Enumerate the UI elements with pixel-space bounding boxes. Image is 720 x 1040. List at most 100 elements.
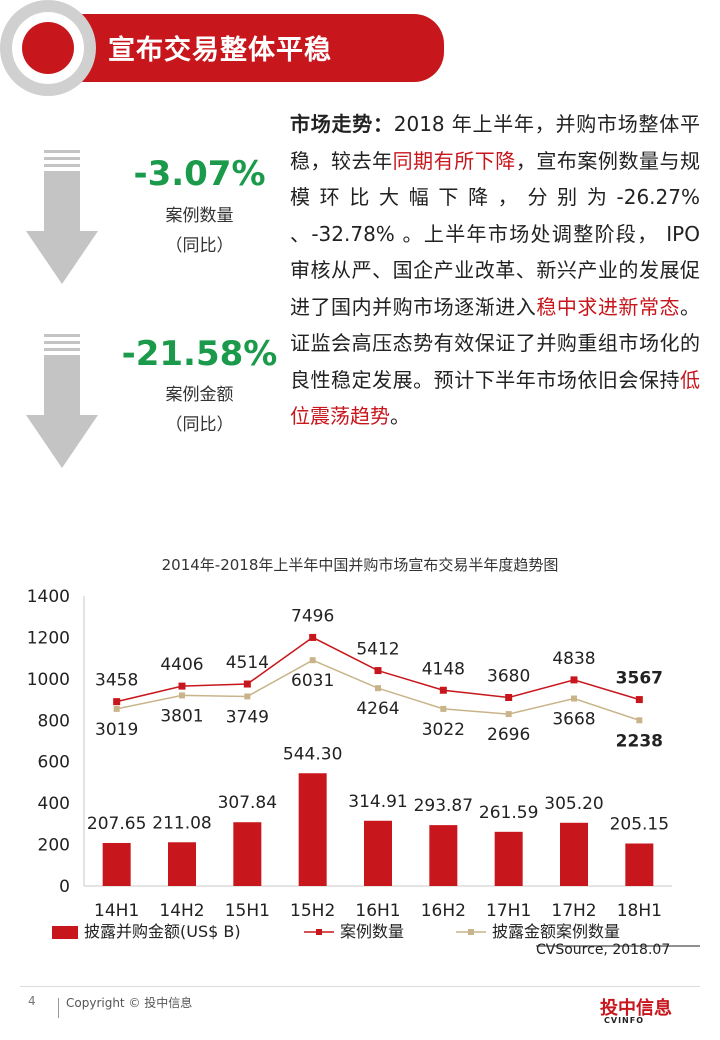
legend-amount-count-label: 披露金额案例数量 <box>492 922 620 941</box>
x-tick-label: 14H2 <box>159 901 204 921</box>
amount-case-count-point <box>179 692 185 699</box>
case-count-point <box>635 696 643 704</box>
bar-value-label: 293.87 <box>414 796 473 816</box>
case-count-label: 4406 <box>160 655 203 675</box>
amount-case-count-label: 2696 <box>487 725 530 745</box>
case-count-point <box>113 698 121 706</box>
case-amount-change: -21.58% <box>121 334 278 374</box>
chart-title: 2014年-2018年上半年中国并购市场宣布交易半年度趋势图 <box>161 556 559 574</box>
amount-case-count-label: 3022 <box>422 720 465 740</box>
bar-value-label: 261.59 <box>479 803 538 823</box>
case-amount-sub: （同比） <box>165 415 234 435</box>
bar-amount <box>233 822 262 886</box>
legend-case-count-label: 案例数量 <box>340 922 404 941</box>
y-tick-label: 200 <box>38 836 70 856</box>
y-tick-label: 1200 <box>27 628 70 648</box>
market-trend-paragraph: 市场走势：2018 年上半年，并购市场整体平稳，较去年同期有所下降，宣布案例数量… <box>290 106 700 435</box>
amount-case-count-label: 3668 <box>552 710 595 730</box>
case-count-point <box>439 686 447 694</box>
x-tick-label: 15H2 <box>290 901 335 921</box>
bar-value-label: 314.91 <box>348 792 407 812</box>
amount-case-count-point <box>244 693 251 700</box>
case-count-point <box>505 694 513 701</box>
logo-ring-icon <box>0 0 96 96</box>
copyright-text: Copyright © 投中信息 <box>66 996 193 1010</box>
case-count-label: 4838 <box>552 649 595 669</box>
y-tick-label: 1400 <box>27 587 70 607</box>
bar-amount <box>298 773 327 886</box>
amount-case-count-point <box>505 711 512 718</box>
amount-case-count-point <box>309 657 316 664</box>
case-count-point <box>570 676 578 684</box>
case-count-change: -3.07% <box>133 154 266 194</box>
page-number: 4 <box>28 994 36 1008</box>
footer-divider <box>20 986 700 987</box>
source-note: CVSource, 2018.07 <box>536 942 671 958</box>
amount-case-count-label: 2238 <box>616 731 663 751</box>
legend-bar-label: 披露并购金额(US$ B) <box>84 922 241 941</box>
case-count-label: 案例数量 <box>165 206 234 226</box>
paragraph-text: 2018 年上半年，并购市场整体平稳，较去年 <box>290 112 700 173</box>
bar-value-label: 544.30 <box>283 744 342 764</box>
bar-amount <box>364 820 392 886</box>
brand-logo-sub: CVINFO <box>604 1016 644 1025</box>
x-tick-label: 16H1 <box>355 901 400 921</box>
case-amount-label: 案例金额 <box>165 385 234 405</box>
amount-case-count-label: 3801 <box>160 706 203 726</box>
legend-amount-count-marker <box>468 929 474 935</box>
case-count-label: 3680 <box>487 667 530 687</box>
case-count-label: 4514 <box>226 653 269 673</box>
amount-case-count-point <box>571 695 577 702</box>
y-tick-label: 600 <box>38 753 70 773</box>
case-count-sub: （同比） <box>165 236 234 256</box>
title-banner <box>72 14 444 82</box>
amount-case-count-label: 3019 <box>95 720 138 740</box>
legend-case-count-marker <box>316 929 322 935</box>
brand-logo: 投中信息 <box>600 998 672 1019</box>
bar-amount <box>102 842 131 886</box>
bar-amount <box>168 842 196 886</box>
x-tick-label: 17H2 <box>551 901 596 921</box>
paragraph-text: 。 <box>390 404 410 428</box>
highlight-text: 稳中求进新常态 <box>536 294 681 319</box>
bar-value-label: 207.65 <box>87 814 146 834</box>
down-arrow-icon <box>26 334 98 468</box>
bar-value-label: 211.08 <box>152 813 211 833</box>
case-count-label: 5412 <box>356 640 399 660</box>
y-tick-label: 400 <box>38 794 70 814</box>
case-count-point <box>309 633 317 641</box>
legend-bar-swatch <box>52 926 78 939</box>
page-title: 宣布交易整体平稳 <box>108 35 332 66</box>
highlight-text: 同期有所下降 <box>392 148 516 173</box>
x-tick-label: 15H1 <box>225 901 270 921</box>
case-count-point <box>374 667 382 675</box>
case-count-label: 3458 <box>95 671 138 691</box>
bar-value-label: 307.84 <box>218 793 277 813</box>
paragraph-text: ，宣布案例数量与规模环比大幅下降，分别为-26.27% 、-32.78% 。上半… <box>290 148 701 319</box>
y-tick-label: 800 <box>38 711 70 731</box>
amount-case-count-point <box>113 705 120 712</box>
bar-amount <box>494 831 523 886</box>
amount-case-count-label: 3749 <box>226 707 269 727</box>
highlight-text: 低位震荡趋势 <box>290 367 700 429</box>
trend-chart: 0 200 400 600 800 1000 1200 1400 207.65 211.08 307… <box>27 587 700 947</box>
x-tick-label: 18H1 <box>617 901 662 921</box>
amount-case-count-label: 6031 <box>291 671 334 691</box>
down-arrow-icon <box>26 150 98 284</box>
bar-amount <box>560 822 588 886</box>
paragraph-lead: 市场走势： <box>290 112 394 136</box>
y-tick-label: 0 <box>59 877 70 897</box>
case-count-point <box>178 682 186 690</box>
case-count-point <box>243 680 251 688</box>
footer-separator <box>58 998 59 1018</box>
amount-case-count-point <box>440 705 447 712</box>
bar-amount <box>429 825 458 886</box>
amount-case-count-point <box>636 717 643 724</box>
case-count-label: 7496 <box>291 606 334 626</box>
bar-amount <box>625 843 654 886</box>
x-tick-label: 14H1 <box>94 901 139 921</box>
y-tick-label: 1000 <box>27 670 70 690</box>
x-tick-label: 16H2 <box>421 901 466 921</box>
bar-value-label: 205.15 <box>610 815 669 835</box>
case-count-label: 4148 <box>422 659 465 679</box>
